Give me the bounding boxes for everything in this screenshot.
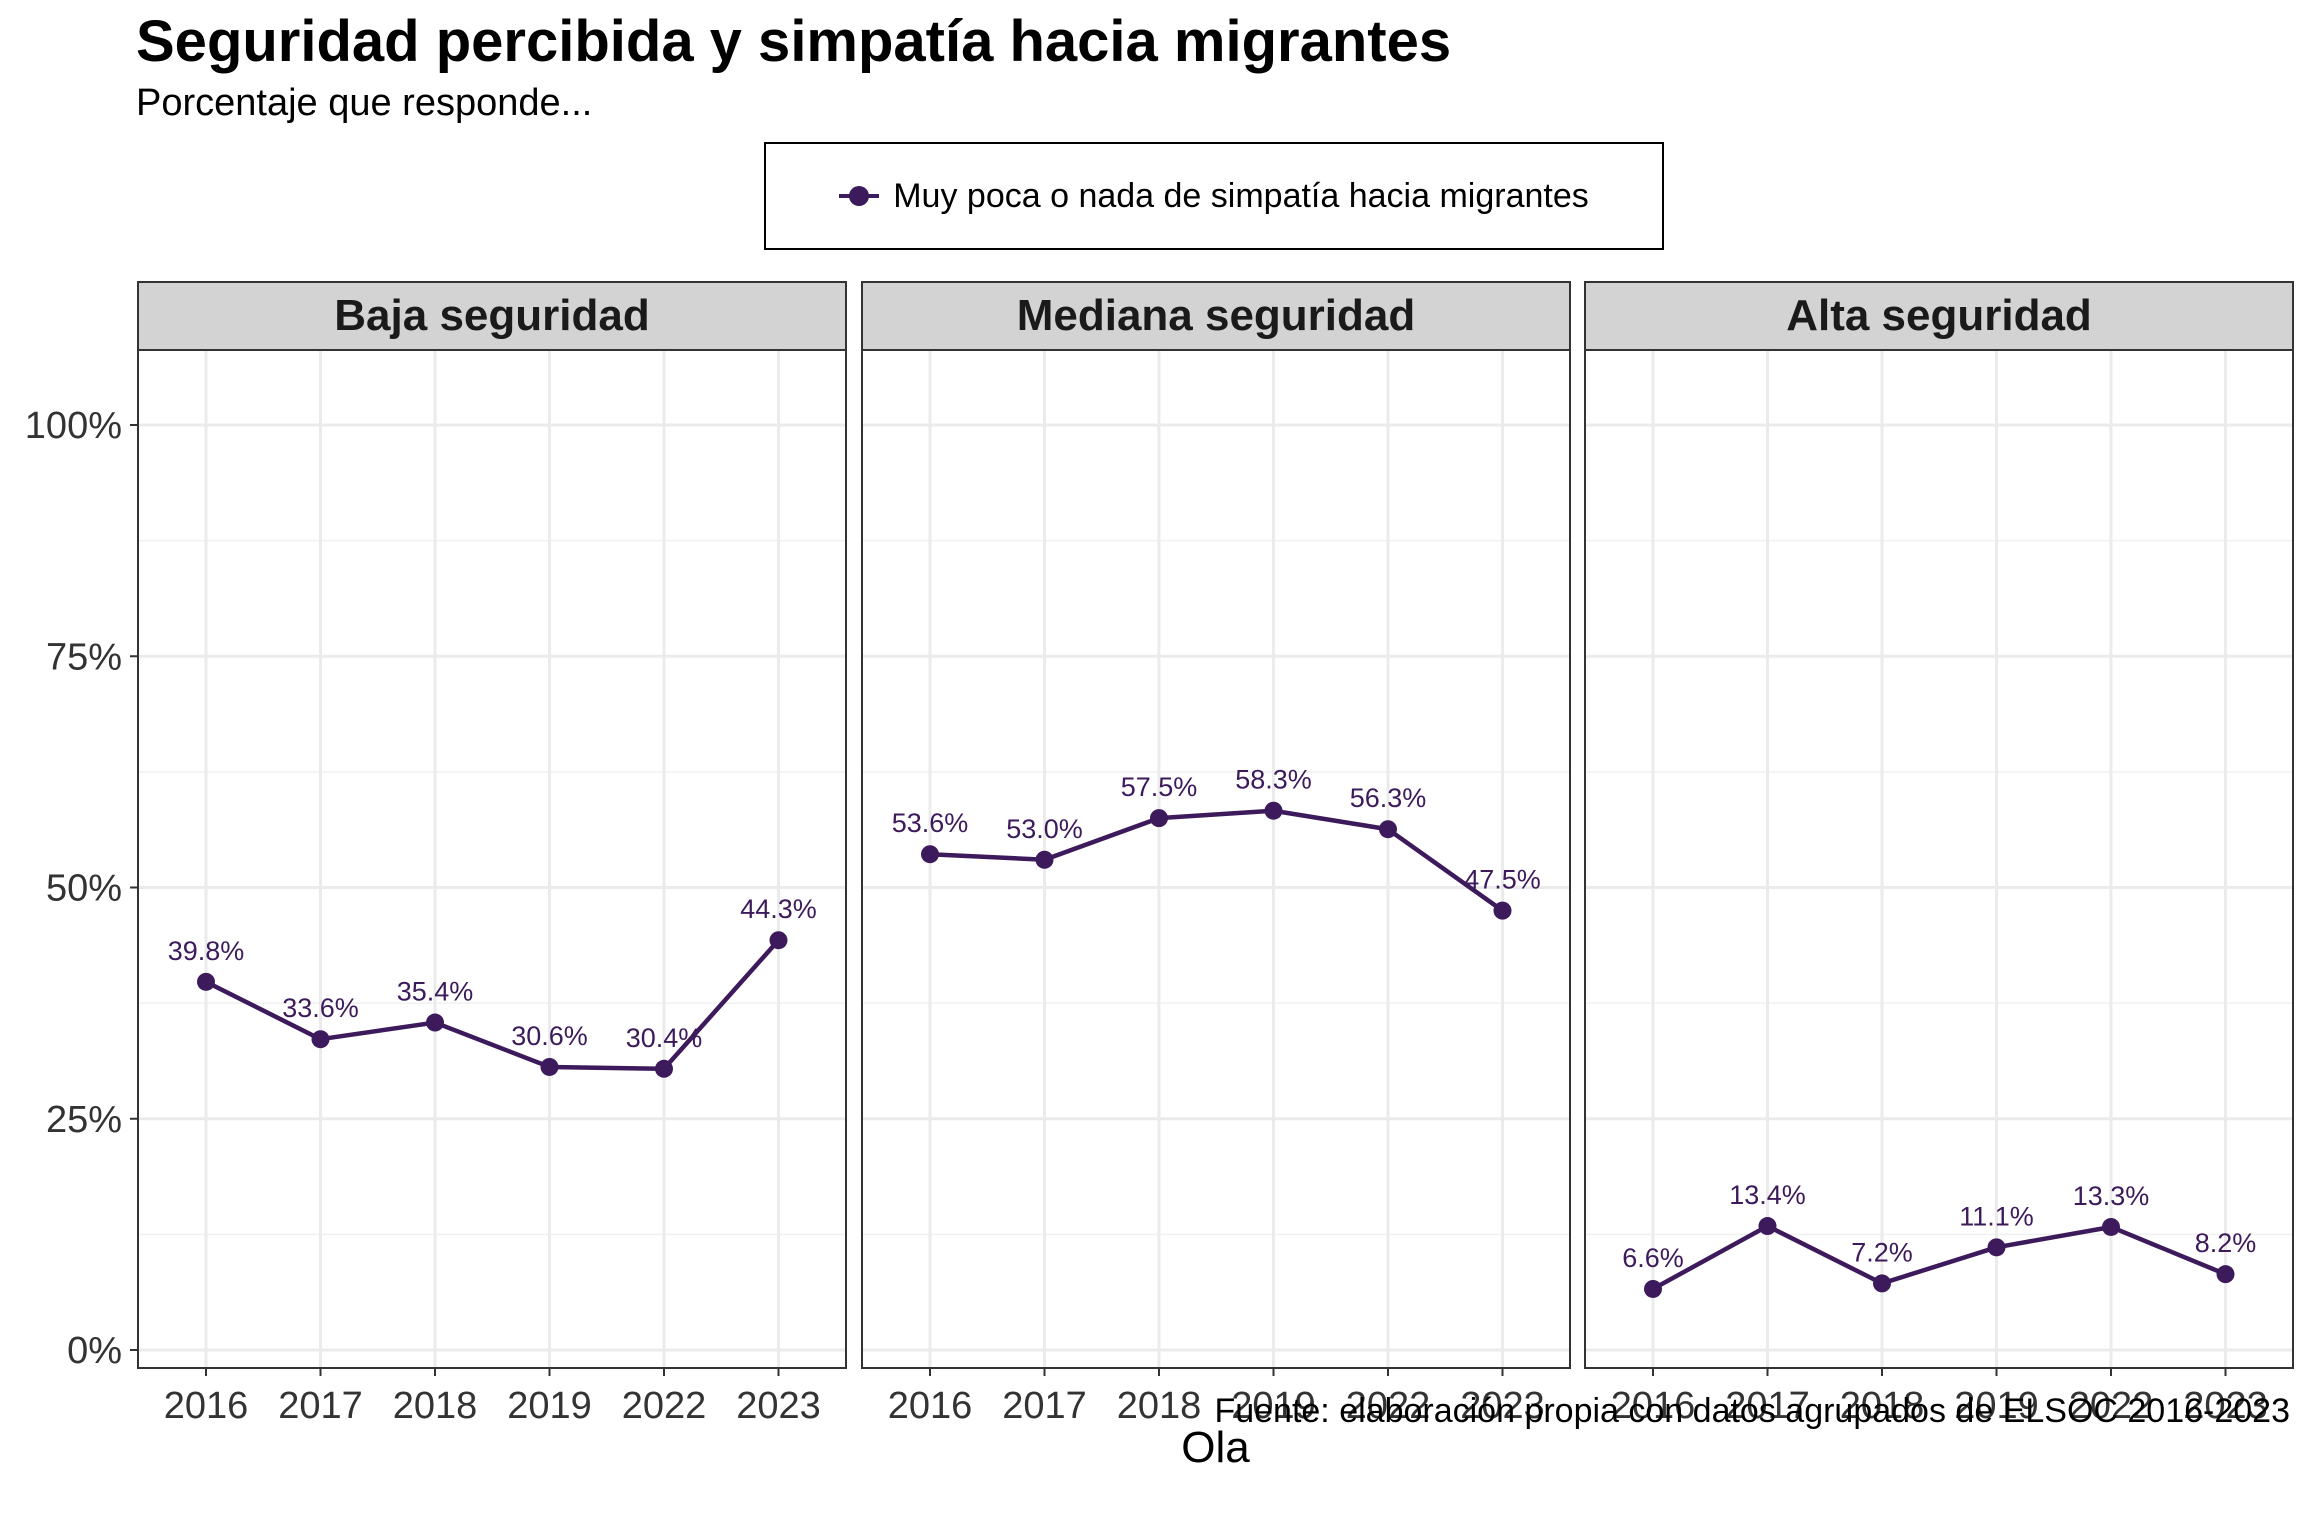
- data-point: [1873, 1274, 1891, 1293]
- data-label: 56.3%: [1350, 783, 1427, 813]
- legend-key: [839, 181, 880, 211]
- x-tick-label: 2023: [736, 1385, 821, 1427]
- data-label: 13.4%: [1729, 1180, 1806, 1210]
- data-label: 58.3%: [1235, 765, 1312, 795]
- facet-strip-label: Alta seguridad: [1786, 291, 2092, 340]
- x-tick-label: 2018: [1840, 1385, 1925, 1427]
- facet-strip: [137, 281, 847, 351]
- x-tick-label: 2019: [507, 1385, 592, 1427]
- data-point: [921, 845, 939, 864]
- data-point: [1644, 1279, 1662, 1298]
- x-tick-label: 2023: [2183, 1385, 2268, 1427]
- x-tick-label: 2017: [278, 1385, 363, 1427]
- data-label: 44.3%: [740, 894, 817, 924]
- data-label: 11.1%: [1959, 1201, 2034, 1231]
- data-label: 39.8%: [168, 936, 245, 966]
- panel-background: [138, 350, 846, 1368]
- x-tick-label: 2019: [1231, 1385, 1316, 1427]
- data-label: 35.4%: [397, 977, 474, 1007]
- data-point: [2216, 1265, 2235, 1284]
- facet-strip-label: Mediana seguridad: [1017, 291, 1416, 340]
- legend-key-point: [849, 186, 870, 206]
- data-label: 30.6%: [511, 1021, 588, 1051]
- y-tick-label: 25%: [46, 1099, 122, 1141]
- x-tick-label: 2016: [164, 1385, 249, 1427]
- facet-panel-2: Mediana seguridad 2016 2017 2018 2019 2022 202…: [861, 281, 1571, 1427]
- y-tick-label: 50%: [46, 868, 122, 910]
- x-tick-label: 2016: [1611, 1385, 1696, 1427]
- panel-border: [861, 349, 1571, 1369]
- panel-border: [137, 349, 847, 1369]
- legend: Muy poca o nada de simpatía hacia migran…: [764, 142, 1664, 250]
- x-tick-label: 2017: [1002, 1385, 1087, 1427]
- series-line: [204, 938, 781, 1072]
- data-point: [1264, 801, 1283, 820]
- chart-subtitle: Porcentaje que responde...: [136, 82, 593, 124]
- data-point: [1150, 809, 1168, 828]
- x-tick-label: 2023: [1460, 1385, 1545, 1427]
- facet-panel-3: Alta seguridad 2016 2017 2018 2019 2022 2023 6.…: [1584, 281, 2294, 1427]
- data-point: [426, 1013, 444, 1032]
- x-axis-title: Ola: [1181, 1423, 1250, 1472]
- x-tick-label: 2018: [393, 1385, 478, 1427]
- data-point: [1379, 820, 1397, 839]
- y-tick-label: 0%: [67, 1330, 122, 1372]
- data-point: [1987, 1238, 2006, 1257]
- legend-label: Muy poca o nada de simpatía hacia migran…: [893, 176, 1589, 215]
- data-point: [1493, 901, 1512, 920]
- x-tick-label: 2019: [1954, 1385, 2039, 1427]
- chart-caption: Fuente: elaboración propia con datos agr…: [1214, 1392, 2290, 1430]
- x-tick-label: 2022: [622, 1385, 707, 1427]
- x-tick-label: 2017: [1725, 1385, 1810, 1427]
- data-label: 47.5%: [1464, 865, 1541, 895]
- facet-strip: [861, 281, 1571, 351]
- data-point: [2102, 1217, 2120, 1236]
- facet-strip-label: Baja seguridad: [334, 291, 649, 340]
- data-point: [1035, 850, 1054, 869]
- data-label: 53.6%: [892, 808, 969, 838]
- x-tick-label: 2018: [1117, 1385, 1202, 1427]
- panel-background: [1585, 350, 2293, 1368]
- panel-background: [862, 350, 1570, 1368]
- chart-title: Seguridad percibida y simpatía hacia mig…: [136, 9, 1452, 74]
- data-label: 33.6%: [282, 993, 359, 1023]
- data-label: 30.4%: [626, 1023, 703, 1053]
- data-label: 13.3%: [2073, 1181, 2150, 1211]
- series-line: [929, 808, 1504, 913]
- x-tick-label: 2022: [2069, 1385, 2154, 1427]
- data-point: [197, 972, 215, 991]
- data-point: [311, 1030, 330, 1049]
- data-label: 8.2%: [2195, 1228, 2257, 1258]
- series-line: [1651, 1223, 2227, 1291]
- data-point: [655, 1059, 673, 1078]
- facet-panel-1: Baja seguridad 2016 2017 2018 2019 2022 2023 39…: [137, 281, 847, 1427]
- data-point: [1758, 1217, 1777, 1236]
- facet-strip: [1584, 281, 2294, 351]
- data-point: [540, 1057, 559, 1076]
- data-label: 53.0%: [1006, 814, 1083, 844]
- y-tick-label: 75%: [46, 636, 122, 678]
- data-label: 57.5%: [1121, 772, 1198, 802]
- x-tick-label: 2022: [1346, 1385, 1431, 1427]
- x-tick-label: 2016: [888, 1385, 973, 1427]
- data-point: [769, 931, 788, 950]
- panel-border: [1584, 349, 2294, 1369]
- y-tick-label: 100%: [25, 405, 122, 447]
- data-label: 7.2%: [1851, 1237, 1913, 1267]
- data-label: 6.6%: [1622, 1243, 1684, 1273]
